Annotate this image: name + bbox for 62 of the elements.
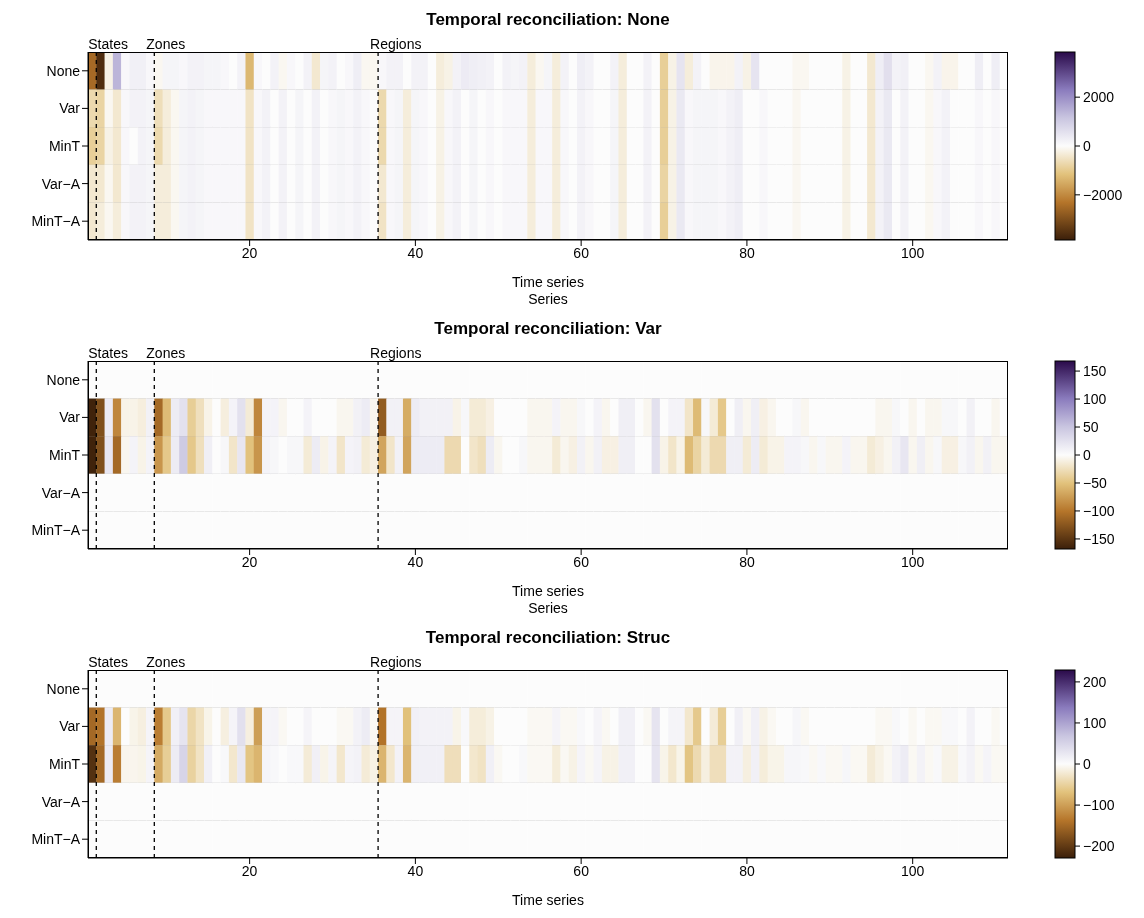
color-bar-label: 50: [1083, 419, 1099, 436]
x-tick-label: 100: [901, 862, 925, 879]
color-bar-label: −150: [1083, 530, 1115, 547]
chart-title: Temporal reconciliation: None: [425, 10, 671, 30]
color-bar-label: −100: [1083, 502, 1115, 519]
color-bar-label: 150: [1083, 363, 1107, 380]
x-tick-label: 60: [573, 553, 590, 570]
x-tick-label: 20: [241, 244, 258, 261]
color-bar-label: −200: [1083, 838, 1115, 855]
y-tick-label: None: [46, 62, 81, 79]
x-tick-label: 80: [739, 862, 755, 879]
y-tick-label: MinT−A: [31, 213, 81, 230]
ref-line-label: Regions: [370, 345, 422, 361]
y-tick-label: Var: [59, 718, 81, 735]
y-tick-label: MinT: [48, 446, 81, 463]
x-axis-title: Time series: [511, 274, 585, 290]
ref-line-label: Zones: [146, 345, 186, 361]
y-tick-label: Var−A: [41, 175, 81, 192]
y-tick-label: Var−A: [41, 793, 81, 810]
x-tick-label: 80: [739, 553, 755, 570]
ref-line-label: Regions: [370, 36, 422, 52]
chart-title: Temporal reconciliation: Struc: [424, 628, 672, 648]
y-tick-label: MinT−A: [31, 522, 81, 539]
ref-line-label: Zones: [146, 654, 186, 670]
x-tick-label: 60: [573, 862, 590, 879]
color-bar-label: 100: [1083, 391, 1107, 408]
x-tick-label: 20: [241, 553, 258, 570]
color-bar-label: 2000: [1083, 89, 1115, 106]
x-tick-label: 100: [901, 244, 925, 261]
text: Series: [527, 291, 569, 307]
ref-line-label: States: [88, 654, 128, 670]
y-tick-label: None: [46, 680, 81, 697]
x-tick-label: 20: [241, 862, 258, 879]
ref-line-label: States: [88, 36, 128, 52]
x-tick-label: 100: [901, 553, 925, 570]
ref-line-label: Zones: [146, 36, 186, 52]
x-axis-title: Time series: [511, 892, 585, 908]
color-bar-label: 0: [1083, 138, 1091, 154]
y-tick-label: MinT: [48, 755, 81, 772]
text: Series: [527, 600, 569, 616]
y-tick-label: Var−A: [41, 484, 81, 501]
chart-title: Temporal reconciliation: Var: [433, 319, 663, 339]
color-bar-label: 200: [1083, 673, 1107, 690]
y-tick-label: Var: [59, 100, 81, 117]
x-tick-label: 40: [407, 862, 424, 879]
x-tick-label: 60: [573, 244, 590, 261]
y-tick-label: None: [46, 371, 81, 388]
ref-line-label: States: [88, 345, 128, 361]
x-tick-label: 40: [407, 553, 424, 570]
color-bar-label: 0: [1083, 756, 1091, 772]
y-tick-label: Var: [59, 409, 81, 426]
y-tick-label: MinT−A: [31, 831, 81, 848]
color-bar-label: 0: [1083, 447, 1091, 463]
color-bar-label: −2000: [1083, 186, 1123, 203]
color-bar-label: −100: [1083, 797, 1115, 814]
x-tick-label: 80: [739, 244, 755, 261]
ref-line-label: Regions: [370, 654, 422, 670]
color-bar-label: 100: [1083, 714, 1107, 731]
x-tick-label: 40: [407, 244, 424, 261]
y-tick-label: MinT: [48, 137, 81, 154]
x-axis-title: Time series: [511, 583, 585, 599]
color-bar-label: −50: [1083, 474, 1107, 491]
